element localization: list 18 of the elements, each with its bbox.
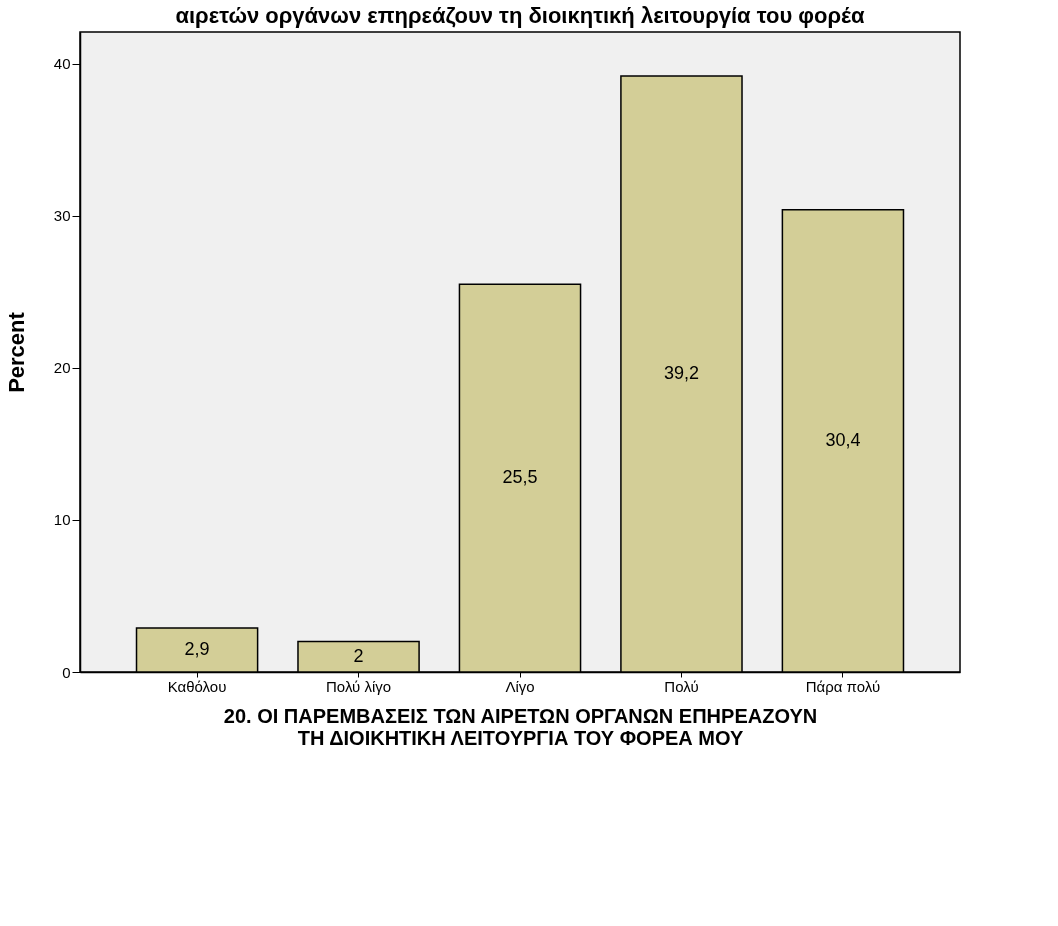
data-label: 2 xyxy=(353,645,364,666)
y-tick-label: 0 xyxy=(62,663,71,681)
x-tick-label: Καθόλου xyxy=(167,677,227,695)
data-label: 39,2 xyxy=(663,363,699,384)
x-tick-label: Πολύ λίγο xyxy=(325,677,392,695)
y-tick-label: 20 xyxy=(53,359,71,377)
y-axis-title: Percent xyxy=(3,311,29,393)
data-label: 30,4 xyxy=(825,429,861,450)
x-tick-label: Πάρα πολύ xyxy=(805,677,881,695)
chart-title: αιρετών οργάνων επηρεάζουν τη διοικητική λειτουργία του φορέα xyxy=(175,3,865,28)
data-label: 25,5 xyxy=(502,467,538,488)
y-tick-label: 30 xyxy=(53,207,71,225)
y-tick-label: 40 xyxy=(53,55,71,73)
x-tick-label: Πολύ xyxy=(664,677,699,695)
x-tick-label: Λίγο xyxy=(505,677,535,695)
x-axis-title: 20. ΟΙ ΠΑΡΕΜΒΑΣΕΙΣ ΤΩΝ ΑΙΡΕΤΩΝ ΟΡΓΑΝΩΝ ΕΠΗΡΕΑΖΟΥΝ ΤΗ ΔΙΟΙΚΗΤΙΚΗ ΛΕΙΤΟΥΡΓΙΑ ΤΟΥ ΦΟΡΕΑ ΜΟΥ xyxy=(223,704,818,749)
y-tick-label: 10 xyxy=(53,511,71,529)
data-label: 2,9 xyxy=(184,638,210,659)
